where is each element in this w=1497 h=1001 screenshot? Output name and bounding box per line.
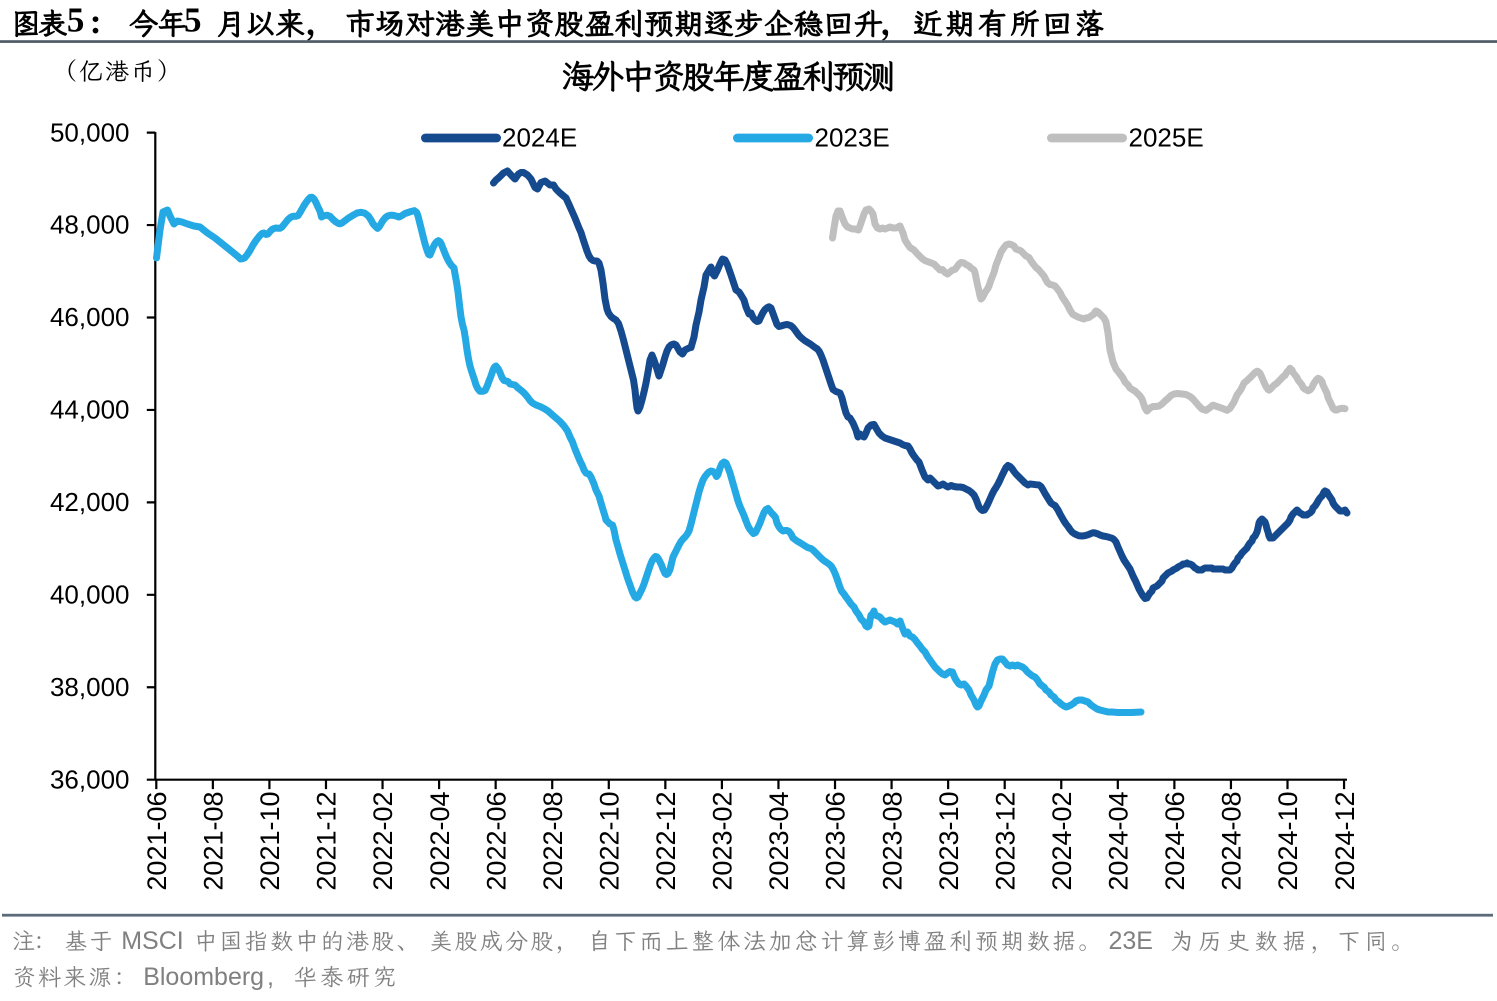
svg-text:48,000: 48,000 bbox=[50, 210, 130, 240]
svg-text:2022-06: 2022-06 bbox=[481, 792, 511, 891]
svg-text:MSCI: MSCI bbox=[121, 927, 184, 955]
svg-text:2025E: 2025E bbox=[1129, 122, 1204, 152]
svg-text:2022-12: 2022-12 bbox=[651, 792, 681, 891]
svg-text:2024-08: 2024-08 bbox=[1217, 792, 1247, 891]
svg-text:2022-02: 2022-02 bbox=[368, 792, 398, 891]
svg-text:2024-06: 2024-06 bbox=[1160, 792, 1190, 891]
svg-text:2021-10: 2021-10 bbox=[255, 792, 285, 891]
svg-text:42,000: 42,000 bbox=[50, 487, 130, 517]
svg-text:2021-08: 2021-08 bbox=[199, 792, 229, 891]
svg-text:5: 5 bbox=[67, 0, 85, 39]
svg-text:23E: 23E bbox=[1109, 927, 1153, 955]
svg-text:2023-08: 2023-08 bbox=[877, 792, 907, 891]
svg-text:Bloomberg: Bloomberg bbox=[143, 963, 264, 991]
svg-text:2021-12: 2021-12 bbox=[312, 792, 342, 891]
svg-text:2023-06: 2023-06 bbox=[821, 792, 851, 891]
svg-text:2022-08: 2022-08 bbox=[538, 792, 568, 891]
svg-text:2023E: 2023E bbox=[815, 122, 890, 152]
svg-text:38,000: 38,000 bbox=[50, 672, 130, 702]
svg-text:44,000: 44,000 bbox=[50, 395, 130, 425]
svg-text:5: 5 bbox=[184, 0, 202, 39]
svg-text:2023-10: 2023-10 bbox=[934, 792, 964, 891]
svg-text:36,000: 36,000 bbox=[50, 764, 130, 794]
svg-text:2023-02: 2023-02 bbox=[708, 792, 738, 891]
svg-text:2024-12: 2024-12 bbox=[1330, 792, 1360, 891]
svg-text:2021-06: 2021-06 bbox=[142, 792, 172, 891]
svg-text:2022-10: 2022-10 bbox=[594, 792, 624, 891]
svg-text:2023-12: 2023-12 bbox=[990, 792, 1020, 891]
svg-text:2024-10: 2024-10 bbox=[1273, 792, 1303, 891]
svg-text:46,000: 46,000 bbox=[50, 302, 130, 332]
svg-text:2023-04: 2023-04 bbox=[764, 792, 794, 891]
svg-text:,: , bbox=[267, 963, 274, 991]
svg-text:40,000: 40,000 bbox=[50, 580, 130, 610]
svg-text:2024-04: 2024-04 bbox=[1104, 792, 1134, 891]
svg-text:2024E: 2024E bbox=[502, 122, 577, 152]
svg-text:50,000: 50,000 bbox=[50, 117, 130, 147]
svg-text:2022-04: 2022-04 bbox=[425, 792, 455, 891]
svg-text:2024-02: 2024-02 bbox=[1047, 792, 1077, 891]
